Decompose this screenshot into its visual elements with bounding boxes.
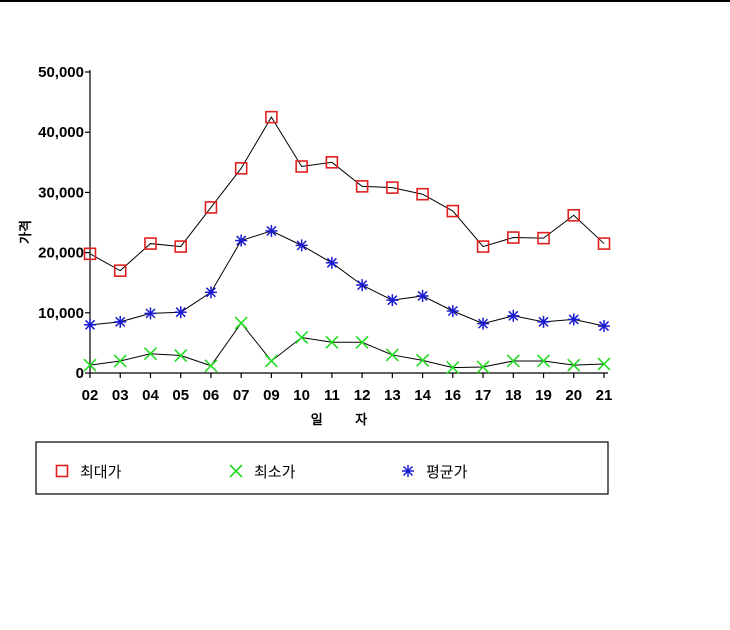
- data-point: [83, 247, 97, 261]
- legend-marker: [402, 465, 414, 477]
- data-point: [385, 348, 399, 362]
- data-point: [174, 240, 188, 253]
- data-point: [144, 307, 157, 320]
- x-tick-label: 06: [203, 387, 220, 404]
- data-point: [416, 353, 430, 367]
- x-tick-label: 05: [172, 387, 189, 404]
- legend-label: 평균가: [426, 463, 468, 481]
- data-point: [235, 234, 248, 247]
- data-point: [386, 181, 399, 194]
- x-tick-label: 02: [82, 387, 99, 404]
- data-point: [295, 239, 308, 252]
- x-tick-label: 04: [142, 387, 159, 404]
- data-point: [204, 201, 218, 214]
- y-tick-label: 10,000: [38, 305, 84, 322]
- data-point: [537, 231, 550, 245]
- data-point: [356, 279, 369, 292]
- legend-marker: [229, 464, 243, 478]
- x-axis-title: 일 자: [311, 413, 381, 428]
- data-point: [295, 330, 309, 345]
- y-axis-title: 가격: [19, 220, 34, 244]
- data-point: [83, 358, 97, 372]
- data-point: [506, 231, 520, 244]
- data-point: [597, 357, 611, 371]
- data-point: [597, 237, 611, 250]
- data-point: [114, 315, 127, 328]
- legend-marker: [55, 464, 69, 478]
- x-tick-label: 12: [354, 387, 371, 404]
- top-border-line: [0, 0, 730, 2]
- x-tick-label: 07: [233, 387, 250, 404]
- data-point: [598, 320, 610, 333]
- series-line: [89, 322, 605, 369]
- data-point: [476, 240, 490, 253]
- x-tick-label: 20: [565, 387, 582, 404]
- data-point: [144, 237, 157, 250]
- data-point: [113, 264, 127, 277]
- data-point: [386, 294, 399, 307]
- data-point: [204, 359, 218, 373]
- data-point: [446, 304, 459, 317]
- data-point: [446, 361, 460, 375]
- data-point: [295, 160, 308, 173]
- series-markers: [83, 110, 611, 375]
- data-point: [567, 208, 581, 222]
- series-lines: [89, 116, 605, 369]
- data-point: [325, 256, 338, 269]
- data-point: [113, 354, 127, 368]
- data-point: [265, 224, 278, 237]
- data-point: [84, 318, 96, 331]
- data-point: [143, 347, 158, 361]
- data-point: [265, 110, 278, 124]
- data-point: [567, 358, 581, 372]
- chart-axes: 0 10,000 20,000 30,000 40,000 50,000 02 03 04 05 0…: [38, 64, 612, 404]
- y-tick-label: 50,000: [38, 64, 84, 81]
- legend-box: [35, 441, 609, 495]
- x-tick-label: 18: [505, 387, 522, 404]
- legend-label: 최대가: [80, 463, 122, 481]
- data-point: [355, 335, 369, 349]
- x-tick-label: 03: [112, 387, 129, 404]
- data-point: [234, 162, 248, 175]
- x-tick-label: 17: [475, 387, 492, 404]
- data-point: [536, 354, 551, 368]
- data-point: [325, 335, 339, 349]
- x-tick-label: 11: [324, 387, 340, 404]
- data-point: [537, 315, 550, 328]
- data-point: [174, 348, 188, 363]
- y-tick-label: 40,000: [38, 124, 84, 141]
- x-tick-label: 13: [384, 387, 401, 404]
- data-point: [204, 286, 217, 299]
- x-tick-label: 14: [414, 387, 431, 404]
- x-tick-label: 19: [535, 387, 552, 404]
- data-point: [325, 156, 339, 169]
- data-point: [416, 187, 429, 201]
- y-tick-label: 0: [76, 365, 84, 382]
- y-tick-label: 20,000: [38, 245, 84, 262]
- data-point: [174, 306, 187, 319]
- data-point: [234, 316, 248, 330]
- x-tick-label: 09: [263, 387, 280, 404]
- data-point: [264, 354, 278, 368]
- x-tick-label: 16: [444, 387, 461, 404]
- data-point: [446, 204, 460, 218]
- data-point: [477, 317, 490, 330]
- legend-label: 최소가: [254, 463, 296, 481]
- data-point: [355, 180, 369, 193]
- data-point: [507, 309, 520, 322]
- data-point: [416, 289, 429, 302]
- data-point: [506, 354, 520, 368]
- x-tick-label: 10: [293, 387, 310, 404]
- x-tick-label: 21: [596, 387, 613, 404]
- legend: 최대가 최소가 평균가: [35, 441, 609, 495]
- data-point: [567, 313, 580, 326]
- y-tick-label: 30,000: [38, 184, 84, 201]
- data-point: [476, 360, 490, 374]
- series-line: [89, 116, 605, 272]
